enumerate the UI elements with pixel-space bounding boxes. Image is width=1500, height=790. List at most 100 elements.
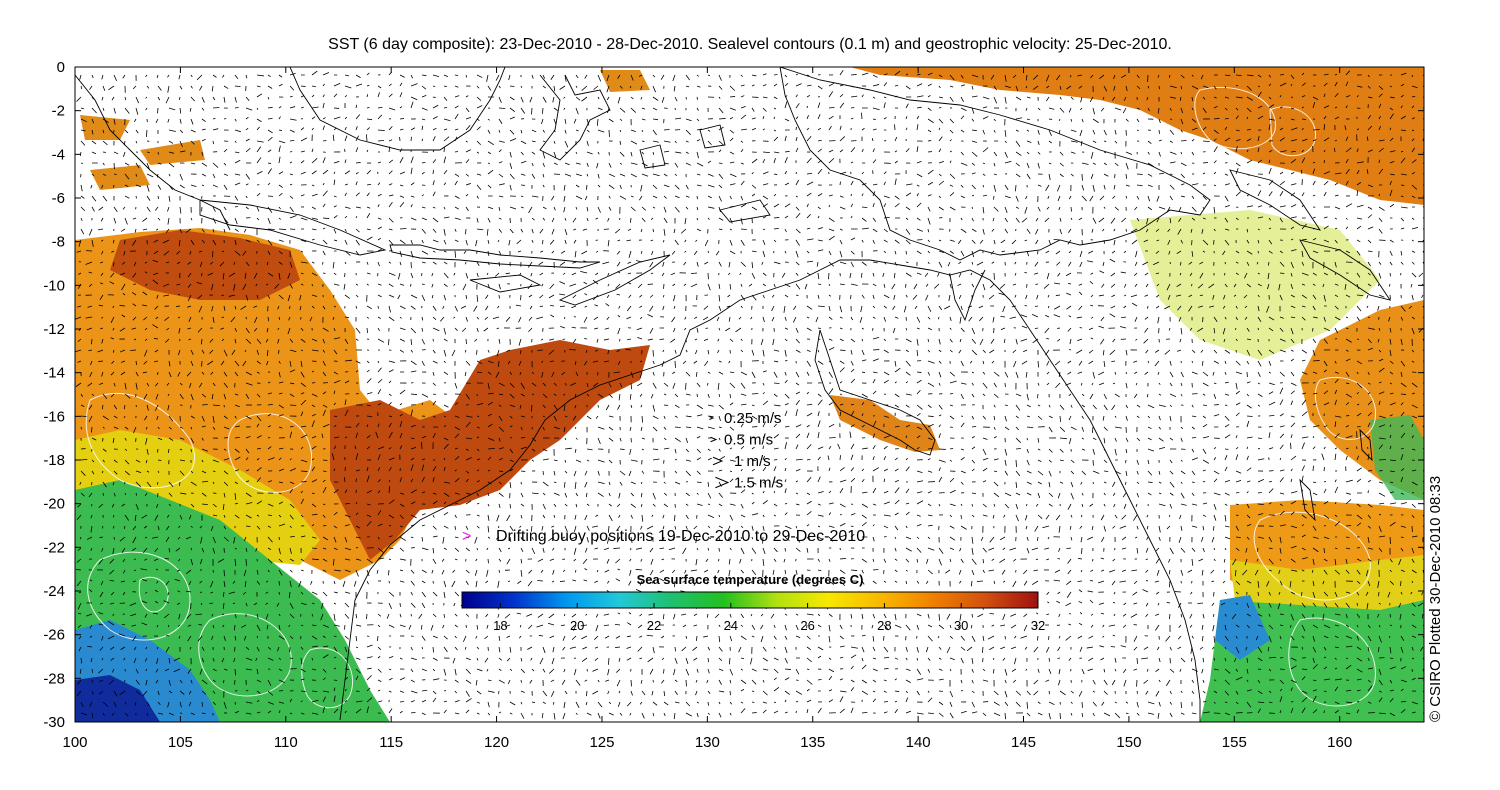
velocity-arrow — [410, 464, 414, 472]
velocity-arrow — [1191, 183, 1199, 186]
velocity-arrow — [663, 481, 666, 484]
velocity-arrow — [784, 118, 790, 122]
velocity-arrow — [1103, 162, 1108, 166]
velocity-arrow — [496, 327, 500, 330]
velocity-arrow — [1199, 261, 1204, 265]
velocity-arrow — [817, 114, 821, 120]
velocity-arrow — [88, 492, 93, 498]
velocity-arrow — [927, 360, 935, 364]
velocity-arrow — [1411, 360, 1415, 363]
velocity-arrow — [729, 96, 736, 98]
velocity-arrow — [1400, 424, 1404, 428]
velocity-arrow — [663, 503, 669, 508]
velocity-arrow — [795, 444, 799, 450]
velocity-arrow — [487, 413, 493, 417]
velocity-arrow — [1323, 369, 1327, 373]
velocity-arrow — [165, 96, 170, 104]
velocity-arrow — [267, 503, 274, 507]
velocity-arrow — [110, 272, 115, 278]
velocity-arrow — [223, 393, 227, 400]
velocity-arrow — [1378, 391, 1385, 395]
velocity-arrow — [696, 393, 698, 397]
velocity-arrow — [696, 382, 701, 388]
velocity-arrow — [1301, 261, 1305, 266]
velocity-arrow — [1037, 206, 1041, 212]
velocity-arrow — [872, 390, 877, 395]
velocity-arrow — [443, 118, 451, 122]
velocity-arrow — [594, 327, 599, 330]
velocity-arrow — [1175, 294, 1182, 297]
velocity-arrow — [377, 204, 380, 208]
velocity-arrow — [982, 173, 986, 176]
velocity-arrow — [1400, 402, 1404, 406]
velocity-arrow — [1020, 338, 1028, 342]
velocity-arrow — [124, 492, 127, 496]
velocity-arrow — [718, 492, 723, 498]
velocity-arrow — [616, 250, 621, 255]
velocity-arrow — [607, 217, 610, 222]
velocity-arrow — [916, 95, 924, 98]
velocity-arrow — [465, 107, 470, 113]
velocity-arrow — [771, 305, 775, 312]
velocity-arrow — [322, 203, 326, 208]
velocity-arrow — [1048, 107, 1055, 110]
velocity-arrow — [1323, 316, 1326, 322]
velocity-arrow — [344, 116, 348, 120]
velocity-arrow — [1169, 85, 1177, 89]
velocity-arrow — [927, 194, 932, 197]
velocity-arrow — [1136, 217, 1140, 222]
velocity-arrow — [1246, 261, 1250, 266]
velocity-arrow — [586, 162, 589, 167]
velocity-arrow — [1121, 217, 1127, 223]
velocity-arrow — [1164, 349, 1171, 355]
velocity-arrow — [80, 107, 85, 110]
velocity-arrow — [1056, 184, 1061, 192]
velocity-arrow — [1135, 338, 1138, 341]
velocity-arrow — [586, 129, 590, 133]
velocity-arrow — [366, 435, 371, 439]
velocity-arrow — [894, 381, 897, 384]
velocity-arrow — [1356, 189, 1359, 197]
velocity-arrow — [157, 437, 163, 441]
velocity-arrow — [682, 360, 687, 364]
velocity-arrow — [300, 382, 307, 387]
velocity-arrow — [639, 195, 643, 201]
velocity-arrow — [1067, 228, 1072, 233]
velocity-arrow — [916, 316, 921, 323]
velocity-arrow — [1422, 162, 1424, 165]
velocity-arrow — [1158, 446, 1166, 450]
velocity-arrow — [344, 74, 349, 77]
velocity-arrow — [311, 283, 313, 287]
velocity-arrow — [322, 125, 325, 131]
velocity-arrow — [949, 192, 955, 197]
velocity-arrow — [1411, 184, 1418, 190]
velocity-arrow — [267, 413, 272, 417]
velocity-arrow — [1114, 426, 1122, 429]
velocity-arrow — [783, 305, 786, 313]
velocity-arrow — [1356, 446, 1358, 450]
velocity-arrow — [894, 367, 901, 373]
velocity-arrow — [234, 85, 241, 88]
velocity-arrow — [1213, 447, 1217, 450]
velocity-arrow — [586, 184, 588, 190]
velocity-arrow — [828, 467, 831, 472]
velocity-arrow — [619, 140, 622, 145]
velocity-arrow — [223, 184, 228, 190]
velocity-arrow — [894, 499, 900, 505]
velocity-arrow — [586, 448, 593, 451]
velocity-arrow — [1015, 426, 1020, 431]
velocity-arrow — [861, 359, 867, 362]
velocity-arrow — [639, 316, 643, 320]
velocity-arrow — [1378, 424, 1386, 428]
velocity-arrow — [685, 195, 690, 198]
velocity-arrow — [1213, 457, 1217, 461]
velocity-arrow — [696, 481, 702, 484]
velocity-arrow — [432, 127, 437, 131]
velocity-arrow — [1202, 162, 1208, 164]
velocity-arrow — [894, 393, 900, 398]
velocity-arrow — [474, 338, 478, 342]
velocity-arrow — [1147, 85, 1150, 89]
velocity-arrow — [1213, 171, 1217, 175]
velocity-arrow — [553, 404, 558, 410]
velocity-arrow — [1168, 250, 1171, 255]
